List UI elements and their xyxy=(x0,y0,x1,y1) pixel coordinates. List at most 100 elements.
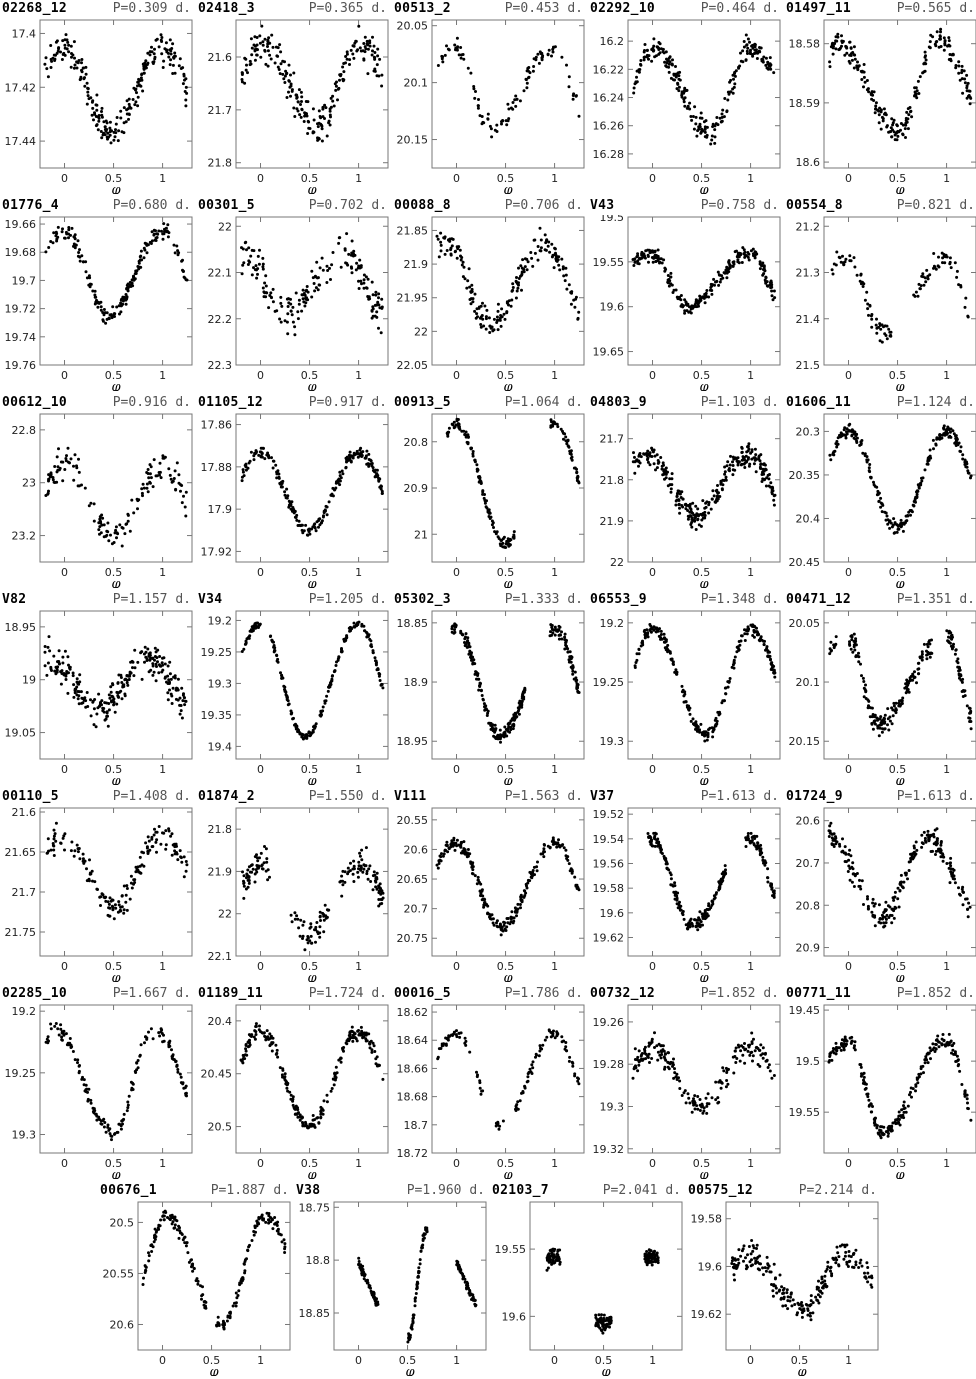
data-point xyxy=(337,236,341,240)
data-point xyxy=(116,695,120,699)
data-point xyxy=(339,74,342,78)
data-point xyxy=(697,523,701,527)
data-point xyxy=(963,77,967,81)
data-point xyxy=(264,274,268,278)
data-point xyxy=(300,293,304,297)
data-point xyxy=(138,84,142,88)
data-point xyxy=(94,295,98,299)
data-point xyxy=(714,280,717,284)
data-point xyxy=(910,115,914,119)
data-point xyxy=(507,117,511,121)
data-point xyxy=(266,39,270,43)
data-point xyxy=(119,298,123,302)
data-point xyxy=(295,107,299,111)
data-point xyxy=(325,513,329,517)
data-point xyxy=(364,275,368,279)
data-point xyxy=(368,44,372,48)
data-point xyxy=(132,275,135,279)
data-point xyxy=(325,134,329,138)
data-point xyxy=(85,867,88,871)
y-tick-label: 19.4 xyxy=(208,740,233,753)
data-point xyxy=(699,524,703,528)
data-point xyxy=(168,688,171,692)
data-point xyxy=(476,315,479,319)
data-point xyxy=(938,35,942,39)
data-point xyxy=(517,277,521,280)
data-point xyxy=(377,478,381,482)
data-point xyxy=(170,694,174,698)
data-point xyxy=(506,537,510,541)
data-point xyxy=(148,658,152,662)
data-point xyxy=(652,44,656,48)
data-point xyxy=(240,650,244,653)
data-point xyxy=(691,717,695,721)
data-point xyxy=(914,290,918,294)
data-point xyxy=(308,127,312,130)
data-point xyxy=(726,90,730,94)
data-point xyxy=(741,60,745,64)
data-point xyxy=(112,700,116,704)
data-point xyxy=(754,470,758,474)
data-point xyxy=(137,261,141,265)
plot-frame xyxy=(627,610,781,760)
data-point xyxy=(252,266,255,270)
data-point xyxy=(653,454,657,458)
data-point xyxy=(832,450,836,454)
x-axis-label: φ xyxy=(111,971,121,982)
data-point xyxy=(635,458,639,462)
data-point xyxy=(967,716,971,720)
x-tick-label: 0.5 xyxy=(497,566,515,579)
data-point xyxy=(661,461,665,465)
data-point xyxy=(60,58,64,61)
panel-title: 06553_9 P=1.348 d. xyxy=(588,591,783,609)
data-point xyxy=(240,246,243,250)
data-point xyxy=(469,297,473,301)
data-point xyxy=(892,517,896,521)
plot-frame xyxy=(627,413,781,563)
data-point xyxy=(57,649,61,653)
data-point xyxy=(757,49,761,53)
data-point xyxy=(439,240,443,244)
data-point xyxy=(71,674,75,678)
x-tick-label: 1 xyxy=(747,172,754,185)
data-point xyxy=(95,298,98,302)
data-point xyxy=(964,296,968,300)
data-point xyxy=(43,645,47,648)
data-point xyxy=(305,288,308,292)
data-point xyxy=(473,96,477,100)
data-point xyxy=(649,250,653,254)
data-point xyxy=(678,506,681,510)
data-point xyxy=(168,672,172,676)
data-point xyxy=(332,104,336,108)
data-point xyxy=(710,289,714,292)
data-point xyxy=(746,625,750,629)
data-point xyxy=(945,629,949,633)
star-id: 06553_9 xyxy=(590,592,647,607)
data-point xyxy=(486,117,490,121)
data-point xyxy=(474,90,477,93)
data-point xyxy=(706,733,710,737)
data-point xyxy=(289,94,292,98)
data-point xyxy=(559,633,562,637)
data-point xyxy=(358,258,362,262)
data-point xyxy=(334,88,338,92)
data-point xyxy=(98,532,101,536)
data-point xyxy=(696,507,700,511)
data-point xyxy=(762,643,766,647)
data-point xyxy=(925,642,929,646)
data-point xyxy=(112,698,115,702)
data-point xyxy=(258,34,262,38)
data-point xyxy=(87,97,91,101)
data-point xyxy=(140,487,144,491)
data-point xyxy=(67,50,71,54)
data-point xyxy=(899,128,902,132)
data-point xyxy=(701,499,705,503)
data-point xyxy=(244,462,248,466)
data-point xyxy=(870,313,874,316)
data-point xyxy=(507,107,511,111)
data-point xyxy=(63,43,67,47)
data-point xyxy=(363,35,367,39)
data-point xyxy=(632,451,635,455)
data-point xyxy=(260,452,264,455)
data-point xyxy=(517,701,521,705)
